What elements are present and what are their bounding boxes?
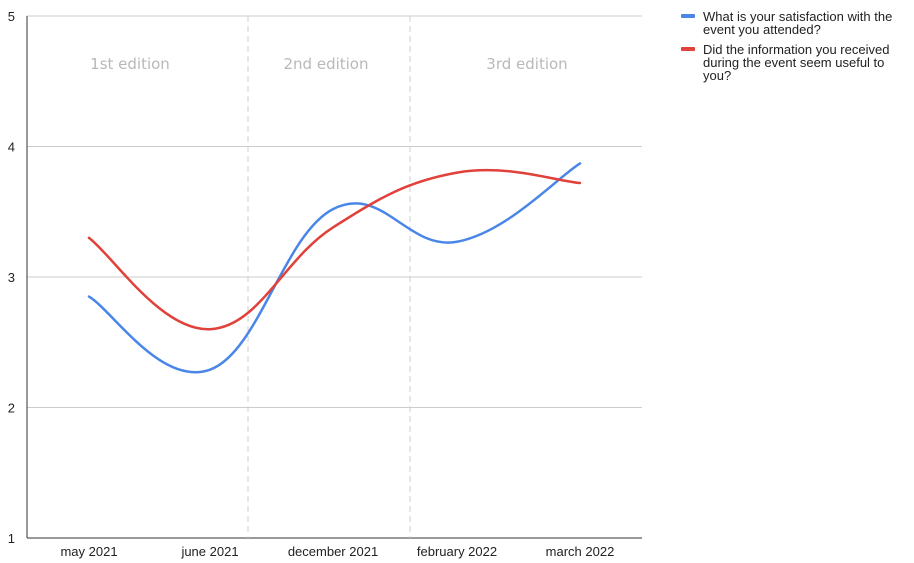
legend-swatch	[681, 14, 695, 18]
legend-item: What is your satisfaction with the event…	[681, 10, 913, 36]
y-axis: 1 2 3 4 5	[8, 9, 15, 546]
legend-label: What is your satisfaction with the event…	[703, 9, 893, 37]
y-tick-label: 2	[8, 401, 15, 416]
x-tick-label: may 2021	[60, 544, 117, 559]
edition-label: 3rd edition	[486, 55, 567, 73]
legend-item: Did the information you received during …	[681, 43, 913, 82]
y-tick-label: 1	[8, 531, 15, 546]
x-tick-label: december 2021	[288, 544, 378, 559]
x-axis: may 2021 june 2021 december 2021 february 2…	[60, 544, 614, 559]
series-satisfaction-line	[87, 162, 582, 374]
edition-dividers	[247, 16, 411, 538]
edition-label: 2nd edition	[284, 55, 369, 73]
edition-annotations: 1st edition 2nd edition 3rd edition	[90, 55, 568, 73]
y-tick-label: 5	[8, 9, 15, 24]
x-tick-label: june 2021	[180, 544, 238, 559]
legend: What is your satisfaction with the event…	[681, 10, 913, 89]
x-tick-label: february 2022	[417, 544, 497, 559]
series-lines	[87, 162, 582, 374]
x-tick-label: march 2022	[546, 544, 615, 559]
y-tick-label: 4	[8, 140, 15, 155]
grid-lines	[26, 15, 642, 539]
series-information-line	[87, 168, 582, 331]
legend-swatch	[681, 47, 695, 51]
legend-label: Did the information you received during …	[703, 42, 890, 83]
y-tick-label: 3	[8, 270, 15, 285]
edition-label: 1st edition	[90, 55, 170, 73]
